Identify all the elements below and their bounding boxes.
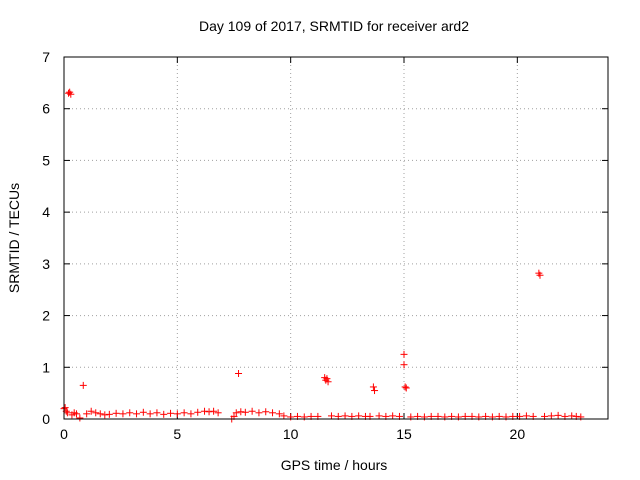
data-point [61, 404, 69, 412]
data-point [275, 410, 283, 418]
data-point [389, 412, 397, 420]
data-point [96, 410, 104, 418]
data-point [105, 410, 113, 418]
plot-frame [63, 56, 609, 420]
data-point [63, 409, 71, 417]
data-points [60, 88, 585, 423]
y-tick-label: 1 [42, 359, 50, 375]
y-tick-label: 3 [42, 256, 50, 272]
data-point [237, 408, 245, 416]
data-point [401, 383, 409, 391]
y-tick-label: 5 [42, 152, 50, 168]
data-point [400, 361, 408, 369]
data-point [126, 409, 134, 417]
data-point [375, 412, 383, 420]
data-point [214, 409, 222, 417]
data-point [76, 414, 84, 422]
data-point [522, 412, 530, 420]
data-point [323, 375, 331, 383]
data-point [67, 90, 75, 98]
data-point [371, 387, 379, 395]
data-point [205, 408, 213, 416]
data-point [232, 409, 240, 417]
data-point [133, 410, 141, 418]
data-point [554, 411, 562, 419]
data-point [180, 409, 188, 417]
data-point [248, 407, 256, 415]
y-tick-label: 6 [42, 101, 50, 117]
data-point [536, 271, 544, 279]
data-point [327, 412, 335, 420]
data-point [547, 412, 555, 420]
y-tick-label: 2 [42, 308, 50, 324]
data-point [262, 408, 270, 416]
data-point [153, 409, 161, 417]
data-point [210, 407, 218, 415]
x-tick-label: 5 [173, 426, 181, 442]
data-point [255, 409, 263, 417]
data-point [92, 409, 100, 417]
tick-marks [63, 56, 608, 420]
data-point [79, 381, 87, 389]
data-point [369, 383, 377, 391]
data-point [187, 410, 195, 418]
y-tick-label: 4 [42, 204, 50, 220]
data-point [139, 408, 147, 416]
data-point [201, 407, 209, 415]
data-point [400, 350, 408, 358]
data-point [324, 378, 332, 386]
y-tick-label: 7 [42, 49, 50, 65]
y-axis-label: SRMTID / TECUs [6, 183, 22, 293]
x-axis-label: GPS time / hours [281, 457, 388, 473]
data-point [83, 410, 91, 418]
data-point [112, 409, 120, 417]
data-point [101, 411, 109, 419]
data-point [402, 384, 410, 392]
data-point [167, 409, 175, 417]
data-point [241, 408, 249, 416]
data-point [269, 409, 277, 417]
x-tick-label: 0 [60, 426, 68, 442]
data-point [280, 412, 288, 420]
x-tick-label: 15 [396, 426, 412, 442]
data-point [194, 408, 202, 416]
grid-lines [64, 57, 608, 419]
x-tick-label: 10 [283, 426, 299, 442]
data-point [160, 410, 168, 418]
x-tick-label: 20 [510, 426, 526, 442]
data-point [146, 410, 154, 418]
data-point [173, 410, 181, 418]
chart-title: Day 109 of 2017, SRMTID for receiver ard… [199, 18, 469, 34]
data-point [87, 407, 95, 415]
data-point [119, 410, 127, 418]
data-point [341, 412, 349, 420]
data-point [72, 410, 80, 418]
data-point [235, 369, 243, 377]
data-point [355, 412, 363, 420]
data-point [568, 412, 576, 420]
tick-labels: 0 5 10 15 20 0 1 2 3 4 5 6 7 [42, 49, 525, 442]
y-tick-label: 0 [42, 411, 50, 427]
